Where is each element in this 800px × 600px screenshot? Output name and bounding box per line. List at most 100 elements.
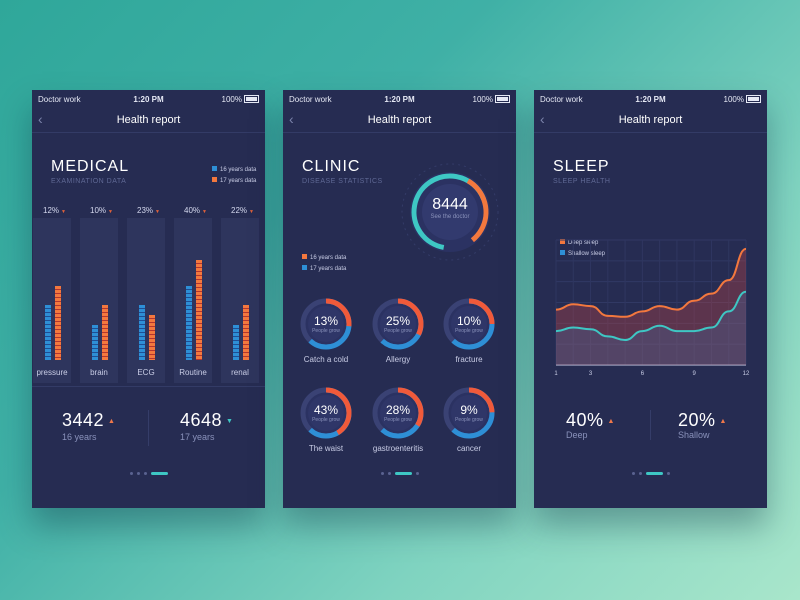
column-label: renal [231,368,249,377]
page-dot[interactable] [415,472,419,476]
battery-icon [746,95,761,103]
disease-ring[interactable] [298,385,354,441]
disease-ring[interactable] [370,296,426,352]
sleep-screen: Doctor work 1:20 PM 100% ‹ Health report… [534,90,767,508]
page-indicator[interactable] [32,465,265,483]
column-percent: 22% ▼ [231,206,254,215]
page-dot[interactable] [380,472,384,476]
stat-17-label: 17 years [180,432,215,442]
x-tick-label: 3 [589,371,593,377]
stat-16-label: 16 years [62,432,97,442]
page-title: Health report [116,114,181,126]
stat-divider [148,410,149,446]
legend-item-16: 16 years data [302,254,346,261]
section-title: SLEEP [553,158,610,175]
stat-17-value: 4648 ▼ [180,410,234,430]
section-subtitle: DISEASE STATISTICS [302,178,383,185]
series-line-0 [555,247,747,318]
back-chevron-icon[interactable]: ‹ [540,111,545,127]
legend: 16 years data 17 years data [212,166,256,188]
section-subtitle: SLEEP HEALTH [553,178,611,185]
status-time: 1:20 PM [635,95,666,104]
section-title: CLINIC [302,158,361,175]
ring-sub-label: People grow [312,417,340,423]
page-dot-active[interactable] [645,472,663,476]
page-dot-active[interactable] [394,472,412,476]
battery-percent: 100% [472,95,493,104]
page-dot-active[interactable] [150,472,168,476]
up-arrow-icon: ▲ [607,418,615,425]
battery-percent: 100% [221,95,242,104]
legend: 16 years data 17 years data [302,254,346,276]
x-tick-label: 1 [554,371,558,377]
trend-triangle-icon: ▼ [61,209,66,215]
nav-bar: ‹ Health report [32,108,265,133]
trend-triangle-icon: ▼ [202,209,207,215]
disease-ring[interactable] [298,296,354,352]
main-gauge [401,163,499,261]
ring-text: 10% People grow [441,314,497,334]
carrier-label: Doctor work [289,95,332,104]
ring-label: Catch a cold [303,355,349,364]
ring-percent: 13% [313,314,339,328]
page-dot[interactable] [631,472,635,476]
page-title: Health report [367,114,432,126]
nav-bar: ‹ Health report [283,108,516,133]
stat-shallow-value: 20% ▲ [678,410,727,430]
chart-column-1[interactable] [80,218,118,383]
bar-16-years [186,286,192,360]
legend-swatch-orange [560,239,565,244]
x-tick-label: 9 [693,371,697,377]
status-bar: Doctor work 1:20 PM 100% [534,90,767,108]
status-time: 1:20 PM [133,95,164,104]
ring-percent: 25% [385,314,411,328]
page-dot[interactable] [638,472,642,476]
column-percent: 40% ▼ [184,206,207,215]
page-dot[interactable] [387,472,391,476]
legend-swatch-blue [212,166,217,171]
page-dot[interactable] [136,472,140,476]
battery-percent: 100% [723,95,744,104]
page-dot[interactable] [129,472,133,476]
ring-percent: 10% [456,314,482,328]
page-title: Health report [618,114,683,126]
ring-percent: 43% [313,403,339,417]
back-chevron-icon[interactable]: ‹ [38,111,43,127]
bar-17-years [55,286,61,360]
carrier-label: Doctor work [38,95,81,104]
chart-column-2[interactable] [127,218,165,383]
column-percent: 12% ▼ [43,206,66,215]
disease-ring[interactable] [370,385,426,441]
back-chevron-icon[interactable]: ‹ [289,111,294,127]
stat-16-value: 3442 ▲ [62,410,116,430]
status-bar: Doctor work 1:20 PM 100% [283,90,516,108]
page-indicator[interactable] [283,465,516,483]
legend-swatch-blue [560,250,565,255]
chart-column-4[interactable] [221,218,259,383]
trend-triangle-icon: ▼ [155,209,160,215]
battery-icon [495,95,510,103]
ring-sub-label: People grow [312,328,340,334]
page-indicator[interactable] [534,465,767,483]
bar-16-years [92,325,98,360]
bar-16-years [139,305,145,360]
x-tick-label: 6 [641,371,645,377]
bar-17-years [196,260,202,360]
disease-ring[interactable] [441,296,497,352]
divider [32,386,265,387]
ring-percent: 28% [385,403,411,417]
ring-text: 9% People grow [441,403,497,423]
page-dot[interactable] [666,472,670,476]
column-percent: 10% ▼ [90,206,113,215]
disease-ring[interactable] [441,385,497,441]
chart-column-3[interactable] [174,218,212,383]
clinic-screen: Doctor work 1:20 PM 100% ‹ Health report… [283,90,516,508]
ring-label: Allergy [385,355,411,364]
chart-column-0[interactable] [33,218,71,383]
column-label: pressure [36,368,68,377]
main-gauge-value: 8444 [432,196,468,213]
bar-17-years [102,305,108,360]
page-dot[interactable] [143,472,147,476]
ring-sub-label: People grow [384,417,412,423]
ring-text: 28% People grow [370,403,426,423]
